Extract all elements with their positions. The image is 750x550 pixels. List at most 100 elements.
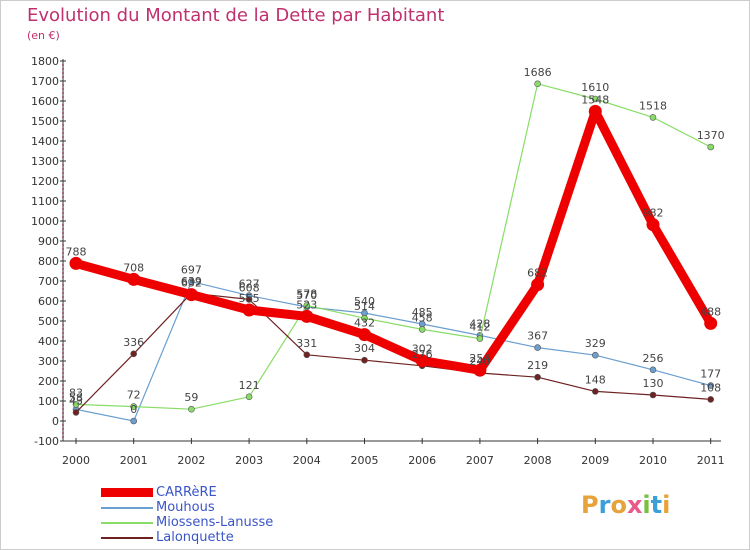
x-tick-label: 2004 [293,454,321,467]
data-label: 788 [66,245,87,258]
data-label: 83 [69,386,83,399]
x-tick-label: 2008 [524,454,552,467]
logo-letter: x [626,491,643,519]
data-point [303,302,311,309]
y-tick-label: -100 [34,435,59,448]
legend-swatch [101,507,153,509]
y-tick-label: 500 [38,315,59,328]
data-point [415,354,429,368]
data-label: 488 [700,305,721,318]
y-tick-label: 400 [38,335,59,348]
data-point [476,335,484,342]
y-tick-label: 1700 [31,75,59,88]
data-point [649,114,657,121]
data-point [184,288,198,302]
series-carr-re [69,104,718,377]
data-label: 121 [239,379,260,392]
data-label: 555 [239,292,260,305]
data-point [361,356,368,364]
y-tick-label: 1000 [31,215,59,228]
logo-letter: o [610,491,627,519]
data-point [245,393,253,401]
data-label: 697 [181,264,202,277]
data-point [130,417,137,425]
chart-subtitle: (en €) [27,29,60,42]
data-point [130,350,137,358]
data-point [69,256,83,270]
data-label: 1370 [697,129,725,142]
data-point [534,344,541,351]
data-label: 302 [412,343,433,356]
y-tick-label: 1400 [31,135,59,148]
data-label: 254 [469,352,490,365]
data-point [245,296,253,303]
data-point [72,409,80,416]
data-label: 331 [296,337,317,350]
data-label: 514 [354,300,375,313]
data-point [591,351,599,359]
data-label: 59 [184,391,198,404]
data-label: 627 [239,278,260,291]
data-label: 485 [412,306,433,319]
data-point [72,401,80,408]
logo-letter: i [662,491,671,519]
data-label: 632 [181,277,202,290]
data-point [130,403,137,410]
y-tick-label: 700 [38,275,59,288]
logo-letter: P [581,491,599,519]
data-label: 256 [643,352,664,365]
legend-swatch [101,537,153,539]
data-labels: 58 0 697 627 570 540 485 428 367 329 256 177 83 72 59 1… [66,66,725,416]
data-label: 148 [585,373,606,386]
series-line [74,106,715,375]
series-lalonquette [72,289,715,416]
x-tick-label: 2002 [177,454,205,467]
data-label: 1610 [581,81,609,94]
data-label: 578 [296,287,317,300]
legend-label: Lalonquette [156,530,234,545]
data-point [127,272,141,286]
legend-swatch [101,522,153,524]
x-tick-label: 2005 [351,454,379,467]
data-point [361,314,368,322]
y-tick-label: 1600 [31,95,59,108]
data-label: 304 [354,342,375,355]
logo-letter: i [642,491,651,519]
data-point [188,405,195,413]
data-point [188,278,195,285]
data-point [588,104,602,118]
series-miossens-lanusse [72,80,715,413]
y-tick-label: 1200 [31,175,59,188]
x-tick-label: 2007 [466,454,494,467]
data-label: 428 [469,317,490,330]
series-line [75,83,711,410]
data-label: 982 [643,207,664,220]
data-label: 682 [527,267,548,280]
y-tick-label: 1500 [31,115,59,128]
data-point [707,143,715,151]
logo-letter: t [650,491,663,519]
y-tick-label: 300 [38,355,59,368]
data-point [534,80,541,88]
data-label: 540 [354,295,375,308]
data-point [242,303,256,317]
y-tick-label: 1300 [31,155,59,168]
proxiti-logo: Proxiti [581,491,670,519]
data-label: 58 [69,391,83,404]
y-tick-label: 900 [38,235,59,248]
data-point [473,363,487,377]
data-label: 0 [130,403,137,416]
x-tick-label: 2003 [235,454,263,467]
y-tick-label: 800 [38,255,59,268]
data-point [704,316,718,330]
data-point [707,382,715,389]
y-tick-label: 100 [38,395,59,408]
data-label: 72 [127,389,141,402]
data-label: 130 [643,377,664,390]
y-tick-label: 600 [38,295,59,308]
legend-label: CARRèRE [156,485,217,500]
data-point [591,388,599,395]
data-label: 570 [296,289,317,302]
